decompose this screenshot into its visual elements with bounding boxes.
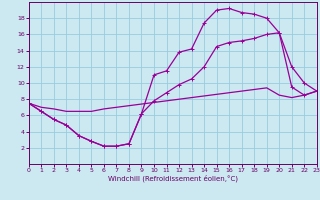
X-axis label: Windchill (Refroidissement éolien,°C): Windchill (Refroidissement éolien,°C) [108,175,238,182]
